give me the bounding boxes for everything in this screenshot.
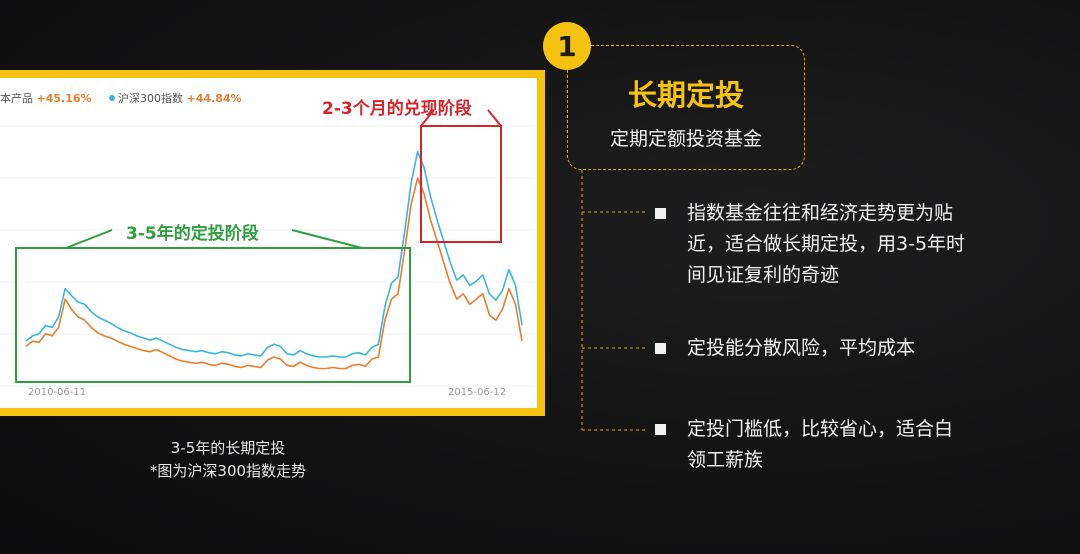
legend-product-label: 本产品 <box>0 92 33 105</box>
bullet-line: 近，适合做长期定投，用3-5年时 <box>687 233 966 255</box>
long-term-box <box>15 247 411 383</box>
x-tick-start: 2010-06-11 <box>28 387 87 398</box>
chart-legend: 本产品 +45.16% 沪深300指数 +44.84% <box>0 90 242 106</box>
legend-product-pct: +45.16% <box>36 92 92 105</box>
line-chart <box>0 109 537 387</box>
short-term-callout-right <box>487 109 502 127</box>
chart-caption-main: 3-5年的长期定投 <box>170 439 286 457</box>
bullet-line: 定投门槛低，比较省心，适合白 <box>687 418 954 440</box>
long-term-callout-right <box>291 229 363 249</box>
legend-index-pct: +44.84% <box>186 92 242 105</box>
bullet-line: 领工薪族 <box>687 449 764 471</box>
short-term-annotation: 2-3个月的兑现阶段 <box>322 99 472 119</box>
short-term-box <box>420 125 502 243</box>
chart-caption-note: *图为沪深300指数走势 <box>149 462 307 480</box>
short-term-callout-left <box>420 109 435 127</box>
long-term-annotation: 3-5年的定投阶段 <box>126 224 259 244</box>
legend-index-label: 沪深300指数 <box>118 92 184 105</box>
step-number-badge: 1 <box>543 22 591 70</box>
bullet-line: 指数基金往往和经济走势更为贴 <box>687 202 954 224</box>
series-line-product <box>25 177 523 370</box>
long-term-callout-left <box>65 229 113 249</box>
title-box <box>567 45 805 170</box>
section-subtitle: 定期定额投资基金 <box>609 128 762 150</box>
x-tick-end: 2015-06-12 <box>448 387 507 398</box>
bullet-square-icon <box>655 343 666 354</box>
series-line-index <box>25 151 523 358</box>
bullet-line: 定投能分散风险，平均成本 <box>687 337 916 359</box>
chart-panel: 本产品 +45.16% 沪深300指数 +44.84% 2010-06-11 2… <box>0 78 537 408</box>
bullet-square-icon <box>655 424 666 435</box>
section-title: 长期定投 <box>627 78 744 112</box>
legend-index-dot <box>109 95 116 101</box>
chart-frame: 本产品 +45.16% 沪深300指数 +44.84% 2010-06-11 2… <box>0 70 545 416</box>
bullet-square-icon <box>655 208 666 219</box>
bullet-line: 间见证复利的奇迹 <box>687 264 840 286</box>
